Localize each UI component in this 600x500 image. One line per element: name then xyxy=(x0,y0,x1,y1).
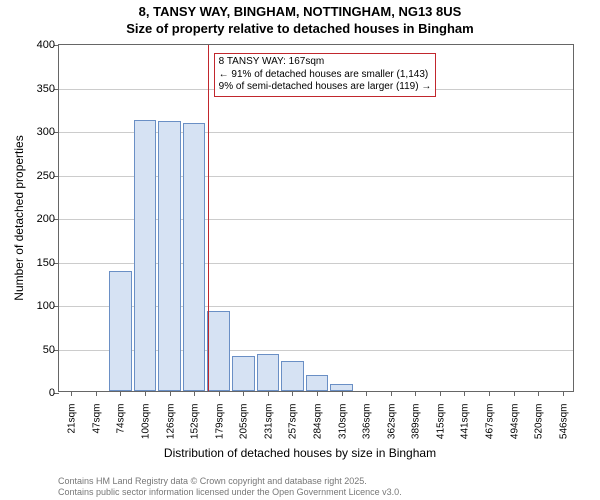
x-tick-label: 284sqm xyxy=(311,404,324,440)
bar xyxy=(232,356,255,391)
plot-area: 05010015020025030035040021sqm47sqm74sqm1… xyxy=(58,44,574,392)
x-tick-label: 389sqm xyxy=(409,404,422,440)
x-tick-label: 257sqm xyxy=(286,404,299,440)
y-tick-label: 150 xyxy=(37,257,59,269)
x-tick-label: 126sqm xyxy=(163,404,176,440)
annotation-line: 8 TANSY WAY: 167sqm xyxy=(219,56,432,69)
x-tick-label: 362sqm xyxy=(384,404,397,440)
y-axis-label: Number of detached properties xyxy=(12,135,26,300)
x-tick-mark xyxy=(342,391,343,396)
footer-line-2: Contains public sector information licen… xyxy=(58,487,402,498)
y-tick-label: 200 xyxy=(37,213,59,225)
x-tick-label: 494sqm xyxy=(507,404,520,440)
x-tick-label: 415sqm xyxy=(433,404,446,440)
x-tick-label: 205sqm xyxy=(237,404,250,440)
y-tick-label: 300 xyxy=(37,126,59,138)
bar xyxy=(183,123,206,391)
x-tick-label: 47sqm xyxy=(89,404,102,434)
x-tick-mark xyxy=(145,391,146,396)
y-tick-label: 250 xyxy=(37,170,59,182)
x-tick-label: 546sqm xyxy=(556,404,569,440)
x-tick-mark xyxy=(219,391,220,396)
x-tick-label: 100sqm xyxy=(139,404,152,440)
x-tick-mark xyxy=(96,391,97,396)
x-tick-mark xyxy=(292,391,293,396)
x-tick-label: 74sqm xyxy=(114,404,127,434)
y-tick-label: 0 xyxy=(49,387,59,399)
chart-title: 8, TANSY WAY, BINGHAM, NOTTINGHAM, NG13 … xyxy=(0,4,600,38)
x-tick-mark xyxy=(120,391,121,396)
x-tick-mark xyxy=(489,391,490,396)
x-tick-mark xyxy=(194,391,195,396)
x-tick-mark xyxy=(464,391,465,396)
x-tick-mark xyxy=(170,391,171,396)
x-tick-mark xyxy=(391,391,392,396)
x-tick-mark xyxy=(514,391,515,396)
annotation-line: 9% of semi-detached houses are larger (1… xyxy=(219,81,432,94)
x-tick-label: 467sqm xyxy=(483,404,496,440)
x-tick-mark xyxy=(366,391,367,396)
x-axis-label: Distribution of detached houses by size … xyxy=(0,446,600,460)
x-tick-label: 310sqm xyxy=(335,404,348,440)
x-tick-mark xyxy=(538,391,539,396)
bar xyxy=(257,354,280,391)
bar xyxy=(109,271,132,391)
y-tick-label: 100 xyxy=(37,300,59,312)
x-tick-mark xyxy=(415,391,416,396)
x-tick-label: 520sqm xyxy=(532,404,545,440)
x-tick-mark xyxy=(317,391,318,396)
bar xyxy=(158,121,181,391)
footer-note: Contains HM Land Registry data © Crown c… xyxy=(58,476,402,499)
chart-container: 8, TANSY WAY, BINGHAM, NOTTINGHAM, NG13 … xyxy=(0,0,600,500)
bar xyxy=(207,311,230,391)
x-tick-label: 441sqm xyxy=(458,404,471,440)
y-tick-label: 400 xyxy=(37,39,59,51)
y-tick-label: 350 xyxy=(37,83,59,95)
annotation-box: 8 TANSY WAY: 167sqm← 91% of detached hou… xyxy=(214,53,437,97)
x-tick-label: 336sqm xyxy=(360,404,373,440)
x-tick-label: 231sqm xyxy=(261,404,274,440)
title-line-1: 8, TANSY WAY, BINGHAM, NOTTINGHAM, NG13 … xyxy=(0,4,600,21)
bar xyxy=(281,361,304,391)
bar xyxy=(134,120,157,391)
x-tick-mark xyxy=(243,391,244,396)
bar xyxy=(306,375,329,391)
x-tick-label: 21sqm xyxy=(65,404,78,434)
x-tick-mark xyxy=(71,391,72,396)
bar xyxy=(330,384,353,391)
x-tick-label: 179sqm xyxy=(212,404,225,440)
y-tick-label: 50 xyxy=(43,344,59,356)
x-tick-mark xyxy=(440,391,441,396)
footer-line-1: Contains HM Land Registry data © Crown c… xyxy=(58,476,402,487)
title-line-2: Size of property relative to detached ho… xyxy=(0,21,600,38)
x-tick-mark xyxy=(268,391,269,396)
annotation-line: ← 91% of detached houses are smaller (1,… xyxy=(219,69,432,82)
reference-line xyxy=(208,45,209,391)
x-tick-mark xyxy=(563,391,564,396)
x-tick-label: 152sqm xyxy=(188,404,201,440)
